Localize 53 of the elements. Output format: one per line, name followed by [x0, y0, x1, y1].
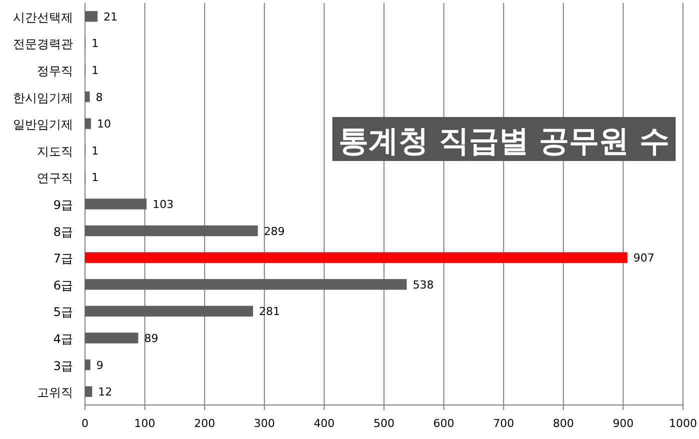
- data-label: 21: [104, 10, 118, 24]
- data-label: 12: [98, 386, 112, 399]
- bar: [85, 11, 98, 22]
- x-tick-label: 300: [254, 417, 275, 430]
- x-tick-label: 600: [433, 417, 454, 430]
- bar: [85, 198, 147, 210]
- text: 통계청 직급별 공무원 수: [338, 124, 670, 159]
- bar: [85, 279, 407, 290]
- y-tick-label: 연구직: [37, 171, 73, 186]
- x-tick-label: 500: [374, 417, 394, 430]
- data-label: 538: [412, 278, 434, 292]
- x-tick-label: 100: [134, 417, 156, 430]
- y-tick-label: 일반임기제: [13, 118, 73, 132]
- x-tick-label: 1000: [669, 417, 697, 430]
- data-label: 289: [264, 224, 285, 238]
- y-tick-label: 고위직: [37, 386, 73, 400]
- y-tick-label: 시간선택제: [13, 10, 73, 24]
- bar: [85, 386, 92, 397]
- y-tick-label: 5급: [53, 305, 73, 320]
- y-tick-label: 6급: [53, 278, 73, 292]
- bar: [85, 306, 254, 317]
- data-label: 907: [633, 252, 654, 265]
- data-label: 1: [92, 171, 99, 184]
- x-tick-label: 800: [552, 417, 574, 430]
- bar: [85, 118, 91, 129]
- x-tick-label: 200: [194, 417, 216, 430]
- data-label: 1: [92, 64, 99, 77]
- y-tick-label: 9급: [53, 198, 73, 212]
- data-label: 10: [96, 118, 111, 131]
- y-tick-label: 4급: [53, 332, 73, 346]
- x-tick-label: 900: [612, 417, 634, 430]
- data-label: 1: [92, 144, 99, 158]
- bar: [85, 332, 138, 344]
- x-tick-label: 400: [314, 417, 335, 430]
- data-label: 9: [96, 358, 104, 372]
- data-label: 8: [96, 90, 103, 104]
- x-tick-label: 0: [82, 417, 88, 430]
- data-label: 1: [92, 37, 99, 50]
- y-tick-label: 한시임기제: [13, 90, 73, 105]
- data-label: 103: [152, 198, 174, 211]
- y-tick-label: 3급: [53, 358, 73, 373]
- bar: [85, 91, 90, 102]
- x-tick-label: 700: [493, 417, 514, 430]
- bar: [85, 359, 90, 370]
- y-tick-label: 7급: [53, 252, 73, 266]
- y-tick-label: 8급: [53, 224, 73, 239]
- y-tick-label: 정무직: [37, 64, 73, 78]
- bar: [85, 225, 258, 236]
- data-label: 89: [144, 332, 158, 345]
- y-tick-label: 전문경력관: [13, 37, 73, 52]
- data-label: 281: [259, 305, 280, 318]
- y-tick-label: 지도직: [37, 144, 73, 158]
- bar: [85, 252, 628, 263]
